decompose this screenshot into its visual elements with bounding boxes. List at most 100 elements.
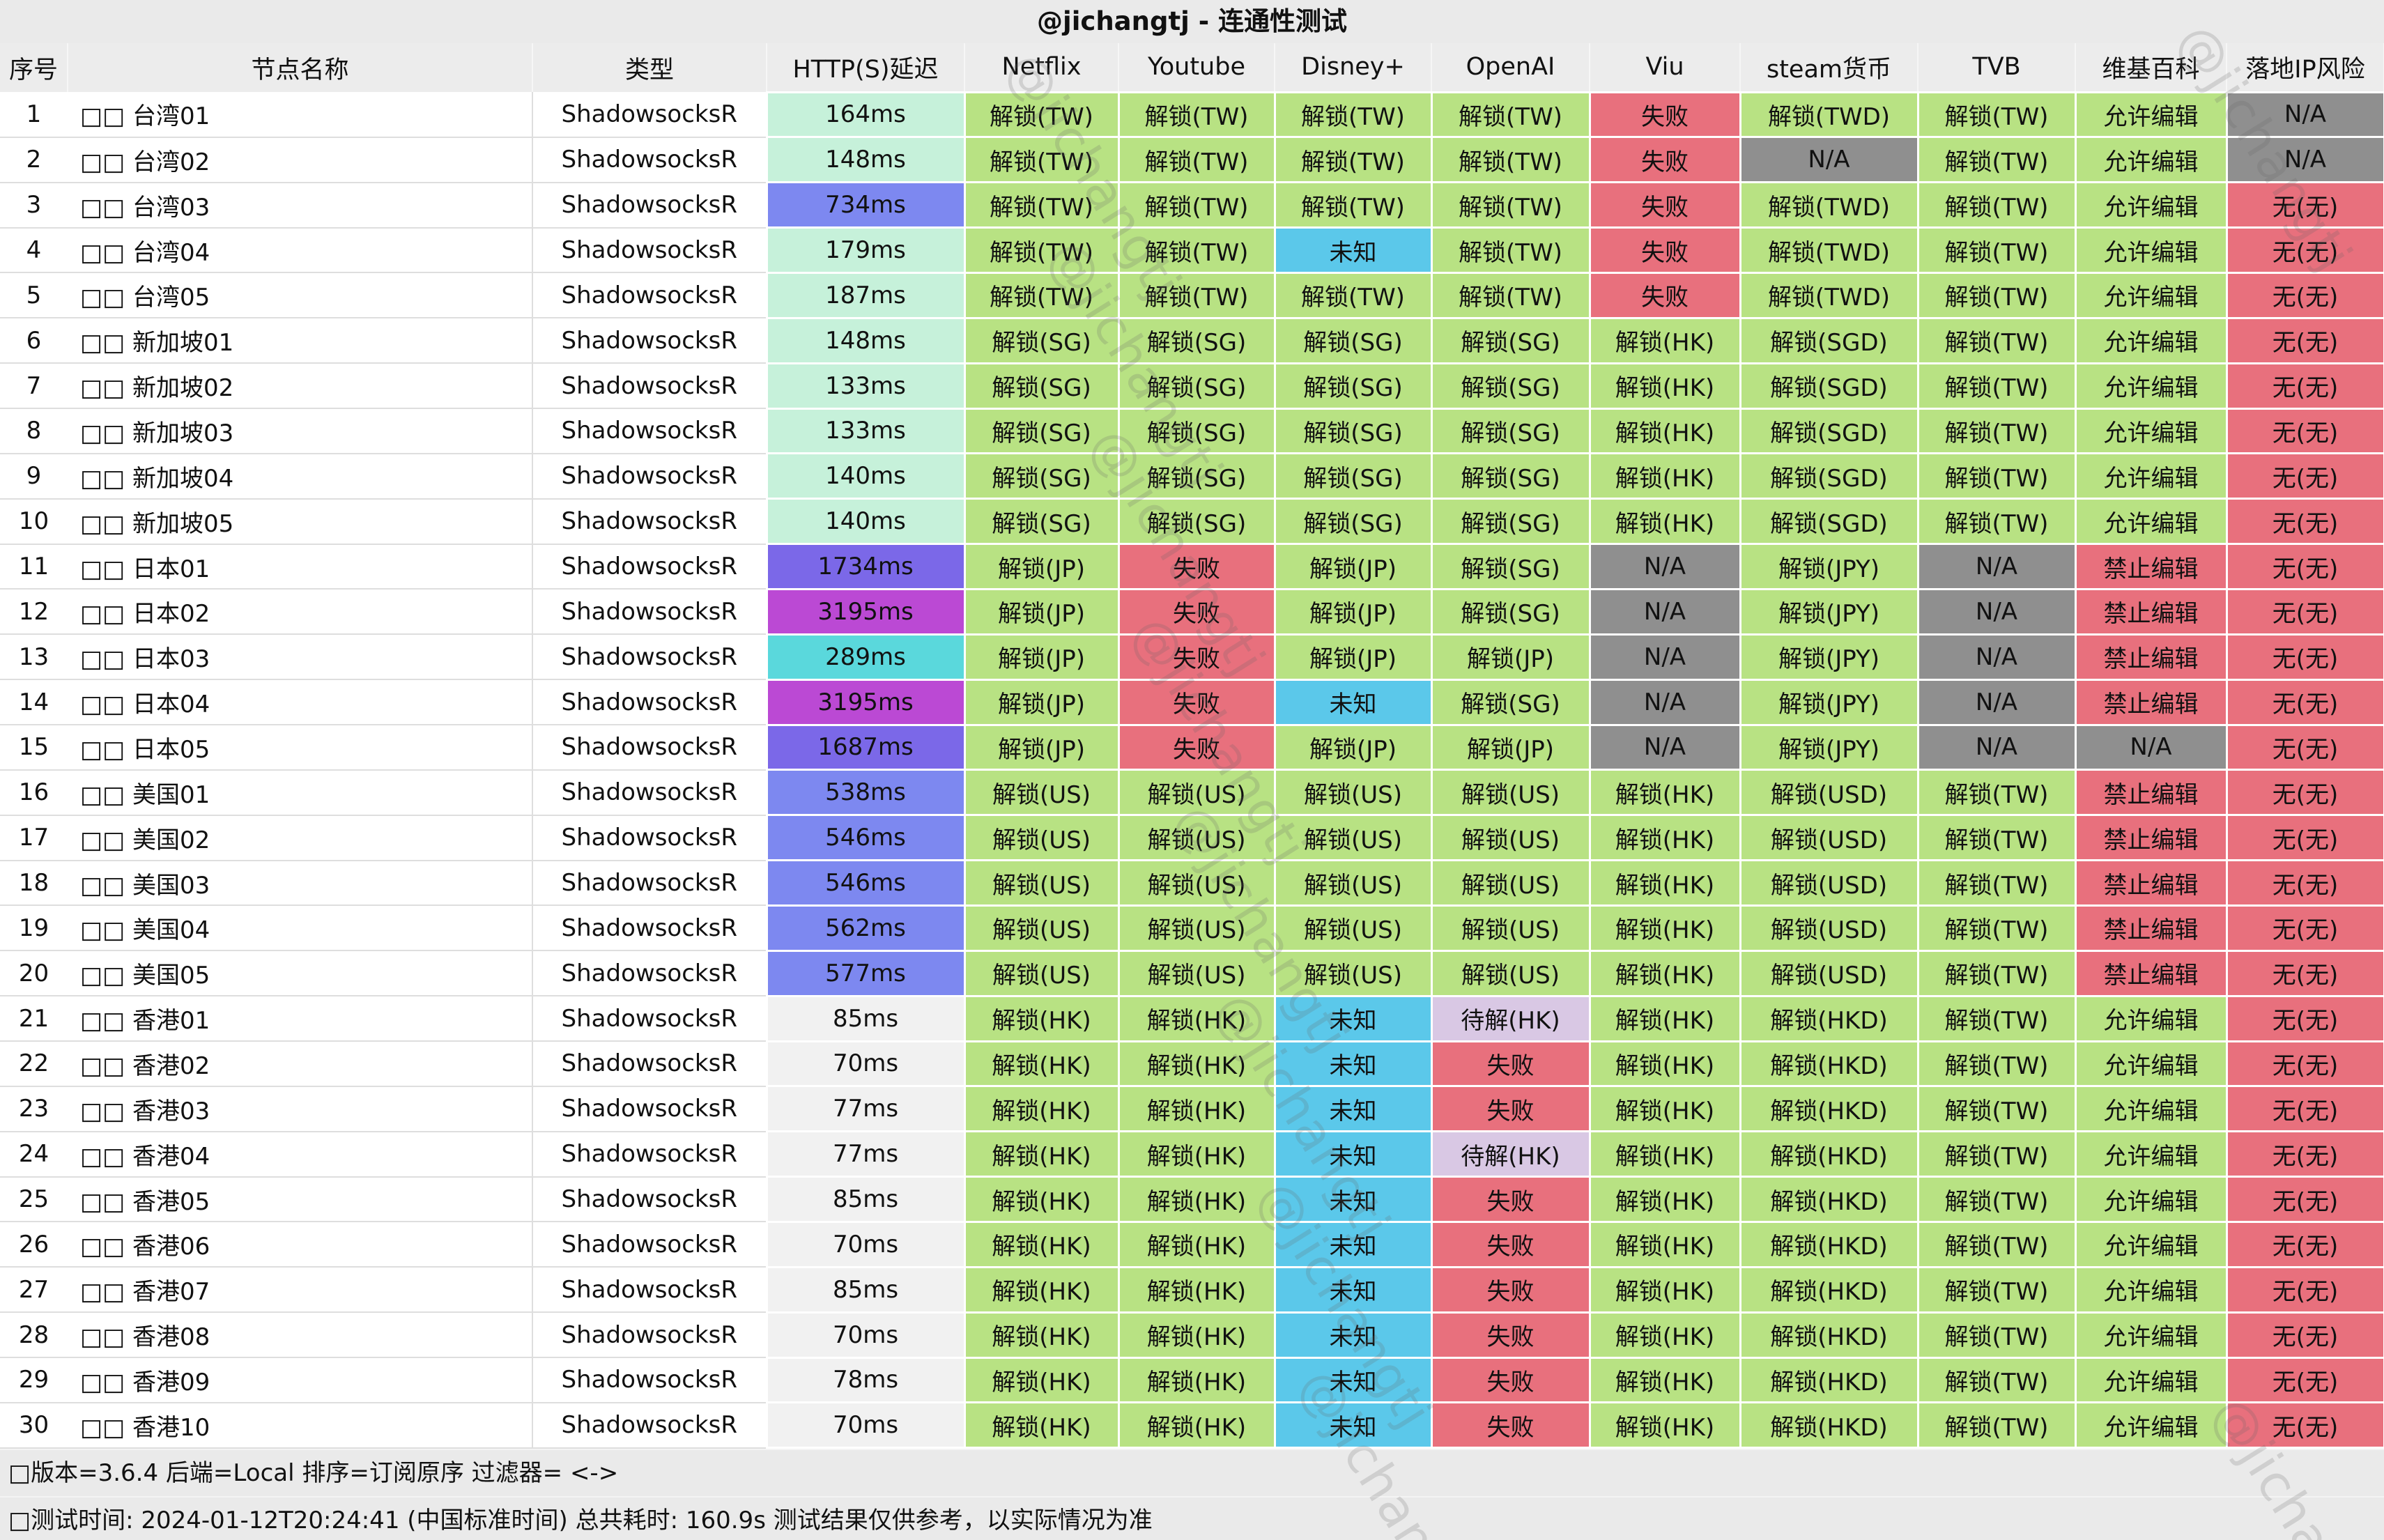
viu-cell: N/A — [1588, 587, 1741, 636]
column-header-type: 类型 — [532, 43, 767, 92]
openai-cell: 解锁(JP) — [1430, 723, 1591, 771]
youtube-cell: 失败 — [1117, 543, 1276, 590]
latency-cell: 179ms — [765, 226, 966, 274]
table-row: 16 □□ 美国01 ShadowsocksR 538ms 解锁(US) 解锁(US) 解锁… — [0, 769, 2384, 817]
disney-cell: 未知 — [1273, 1085, 1433, 1133]
latency-cell: 562ms — [765, 904, 966, 952]
column-header-openai: OpenAI — [1431, 43, 1590, 92]
wiki-cell: 允许编辑 — [2074, 316, 2228, 364]
wiki-cell: 允许编辑 — [2074, 1085, 2228, 1133]
ip-cell: 无(无) — [2225, 407, 2384, 455]
tvb-cell: 解锁(TW) — [1916, 1040, 2077, 1088]
num-cell: 2 — [0, 137, 68, 183]
table-row: 3 □□ 台湾03 ShadowsocksR 734ms 解锁(TW) 解锁(TW) 解锁(… — [0, 181, 2384, 229]
tvb-cell: 解锁(TW) — [1916, 1265, 2077, 1314]
steam-cell: 解锁(USD) — [1739, 904, 1919, 952]
table-row: 12 □□ 日本02 ShadowsocksR 3195ms 解锁(JP) 失败 解锁(JP… — [0, 587, 2384, 636]
viu-cell: 失败 — [1588, 91, 1741, 139]
netflix-cell: 解锁(JP) — [963, 678, 1120, 726]
tvb-cell: 解锁(TW) — [1916, 814, 2077, 862]
viu-cell: N/A — [1588, 723, 1741, 771]
openai-cell: 失败 — [1430, 1356, 1591, 1404]
name-cell: □□ 新加坡05 — [68, 498, 533, 545]
table-row: 24 □□ 香港04 ShadowsocksR 77ms 解锁(HK) 解锁(HK) 未知待… — [0, 1130, 2384, 1178]
netflix-cell: 解锁(JP) — [963, 633, 1120, 681]
num-cell: 18 — [0, 860, 68, 907]
ip-cell: N/A — [2225, 91, 2384, 139]
disney-cell: 解锁(SG) — [1273, 316, 1433, 364]
table-row: 10 □□ 新加坡05 ShadowsocksR 140ms 解锁(SG) 解锁(SG) 解… — [0, 498, 2384, 546]
disney-cell: 解锁(JP) — [1273, 543, 1433, 590]
ip-cell: 无(无) — [2225, 859, 2384, 907]
latency-cell: 85ms — [765, 1176, 966, 1223]
viu-cell: 解锁(HK) — [1588, 1311, 1741, 1359]
type-cell: ShadowsocksR — [532, 634, 767, 681]
name-cell: □□ 新加坡03 — [68, 408, 533, 454]
num-cell: 9 — [0, 453, 68, 500]
tvb-cell: 解锁(TW) — [1916, 904, 2077, 952]
type-cell: ShadowsocksR — [532, 815, 767, 861]
table-row: 2 □□ 台湾02 ShadowsocksR 148ms 解锁(TW) 解锁(TW) 解锁(… — [0, 136, 2384, 184]
steam-cell: 解锁(JPY) — [1739, 678, 1919, 726]
tvb-cell: 解锁(TW) — [1916, 1130, 2077, 1178]
disney-cell: 解锁(TW) — [1273, 91, 1433, 139]
name-cell: □□ 香港09 — [68, 1357, 533, 1403]
youtube-cell: 解锁(HK) — [1117, 1220, 1276, 1268]
num-cell: 6 — [0, 318, 68, 364]
steam-cell: 解锁(USD) — [1739, 814, 1919, 862]
ip-cell: 无(无) — [2225, 452, 2384, 500]
type-cell: ShadowsocksR — [532, 1267, 767, 1314]
viu-cell: 失败 — [1588, 271, 1741, 319]
tvb-cell: 解锁(TW) — [1916, 271, 2077, 319]
table-row: 18 □□ 美国03 ShadowsocksR 546ms 解锁(US) 解锁(US) 解锁… — [0, 859, 2384, 907]
latency-cell: 148ms — [765, 136, 966, 184]
table-row: 17 □□ 美国02 ShadowsocksR 546ms 解锁(US) 解锁(US) 解锁… — [0, 814, 2384, 862]
type-cell: ShadowsocksR — [532, 860, 767, 907]
ip-cell: 无(无) — [2225, 1401, 2384, 1449]
openai-cell: 解锁(TW) — [1430, 136, 1591, 184]
viu-cell: 失败 — [1588, 181, 1741, 229]
latency-cell: 538ms — [765, 769, 966, 817]
youtube-cell: 解锁(US) — [1117, 859, 1276, 907]
netflix-cell: 解锁(HK) — [963, 1176, 1120, 1223]
netflix-cell: 解锁(JP) — [963, 543, 1120, 590]
openai-cell: 解锁(SG) — [1430, 316, 1591, 364]
netflix-cell: 解锁(SG) — [963, 498, 1120, 546]
disney-cell: 解锁(US) — [1273, 859, 1433, 907]
table-row: 26 □□ 香港06 ShadowsocksR 70ms 解锁(HK) 解锁(HK) 未知失… — [0, 1220, 2384, 1268]
tvb-cell: 解锁(TW) — [1916, 181, 2077, 229]
type-cell: ShadowsocksR — [532, 498, 767, 545]
netflix-cell: 解锁(TW) — [963, 226, 1120, 274]
type-cell: ShadowsocksR — [532, 589, 767, 636]
openai-cell: 失败 — [1430, 1220, 1591, 1268]
youtube-cell: 解锁(TW) — [1117, 181, 1276, 229]
disney-cell: 未知 — [1273, 994, 1433, 1042]
tvb-cell: 解锁(TW) — [1916, 1085, 2077, 1133]
openai-cell: 失败 — [1430, 1311, 1591, 1359]
viu-cell: 解锁(HK) — [1588, 1220, 1741, 1268]
page-title: @jichangtj - 连通性测试 — [0, 0, 2384, 43]
netflix-cell: 解锁(SG) — [963, 316, 1120, 364]
netflix-cell: 解锁(JP) — [963, 723, 1120, 771]
steam-cell: 解锁(SGD) — [1739, 316, 1919, 364]
wiki-cell: 禁止编辑 — [2074, 678, 2228, 726]
netflix-cell: 解锁(US) — [963, 949, 1120, 997]
type-cell: ShadowsocksR — [532, 408, 767, 454]
tvb-cell: 解锁(TW) — [1916, 226, 2077, 274]
footer-time-line: □测试时间: 2024-01-12T20:24:41 (中国标准时间) 总共耗时… — [0, 1496, 2384, 1540]
youtube-cell: 失败 — [1117, 587, 1276, 636]
steam-cell: 解锁(HKD) — [1739, 1176, 1919, 1223]
ip-cell: 无(无) — [2225, 1085, 2384, 1133]
disney-cell: 解锁(SG) — [1273, 407, 1433, 455]
table-row: 23 □□ 香港03 ShadowsocksR 77ms 解锁(HK) 解锁(HK) 未知失… — [0, 1085, 2384, 1133]
netflix-cell: 解锁(HK) — [963, 1401, 1120, 1449]
openai-cell: 失败 — [1430, 1176, 1591, 1223]
tvb-cell: 解锁(TW) — [1916, 1176, 2077, 1223]
latency-cell: 734ms — [765, 181, 966, 229]
youtube-cell: 解锁(HK) — [1117, 1085, 1276, 1133]
latency-cell: 70ms — [765, 1220, 966, 1268]
wiki-cell: 允许编辑 — [2074, 1130, 2228, 1178]
openai-cell: 解锁(US) — [1430, 904, 1591, 952]
table-row: 11 □□ 日本01 ShadowsocksR 1734ms 解锁(JP) 失败 解锁(JP… — [0, 543, 2384, 590]
steam-cell: 解锁(USD) — [1739, 769, 1919, 817]
